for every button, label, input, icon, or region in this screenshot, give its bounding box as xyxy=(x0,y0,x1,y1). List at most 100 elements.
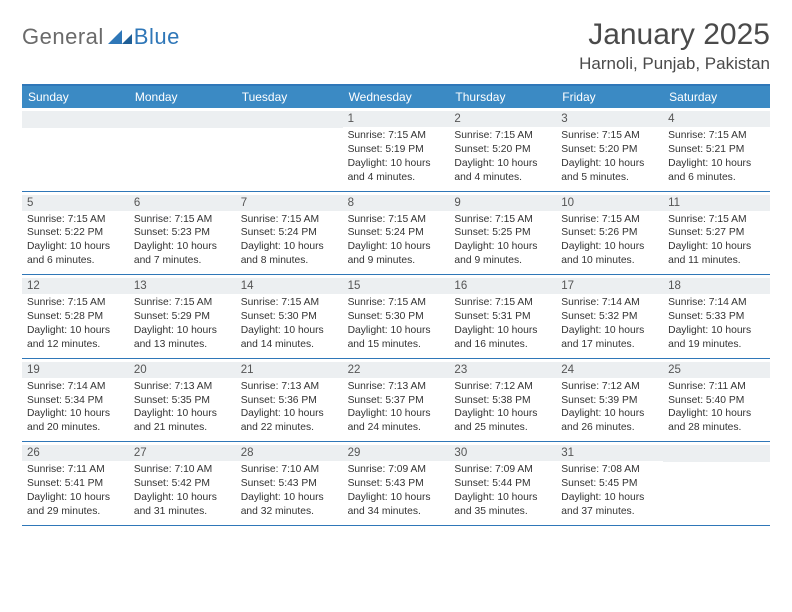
sunrise-text: Sunrise: 7:10 AM xyxy=(134,463,231,477)
day-number: 24 xyxy=(556,362,663,378)
month-title: January 2025 xyxy=(579,18,770,52)
sunset-text: Sunset: 5:40 PM xyxy=(668,394,765,408)
sunset-text: Sunset: 5:30 PM xyxy=(241,310,338,324)
sunset-text: Sunset: 5:20 PM xyxy=(454,143,551,157)
day-info: Sunrise: 7:15 AMSunset: 5:20 PMDaylight:… xyxy=(454,129,551,185)
day-cell: 7Sunrise: 7:15 AMSunset: 5:24 PMDaylight… xyxy=(236,192,343,275)
day-number: 31 xyxy=(556,445,663,461)
sunrise-text: Sunrise: 7:08 AM xyxy=(561,463,658,477)
day-cell: 8Sunrise: 7:15 AMSunset: 5:24 PMDaylight… xyxy=(343,192,450,275)
daylight-text: Daylight: 10 hours and 20 minutes. xyxy=(27,407,124,435)
day-info: Sunrise: 7:14 AMSunset: 5:33 PMDaylight:… xyxy=(668,296,765,352)
sunrise-text: Sunrise: 7:10 AM xyxy=(241,463,338,477)
day-number: 7 xyxy=(236,195,343,211)
day-info: Sunrise: 7:14 AMSunset: 5:34 PMDaylight:… xyxy=(27,380,124,436)
sunrise-text: Sunrise: 7:09 AM xyxy=(454,463,551,477)
day-cell: 24Sunrise: 7:12 AMSunset: 5:39 PMDayligh… xyxy=(556,359,663,442)
day-cell: 19 Sunrise: 7:14 AMSunset: 5:34 PMDayligh… xyxy=(22,359,129,442)
week-row: 26Sunrise: 7:11 AMSunset: 5:41 PMDayligh… xyxy=(22,442,770,526)
day-number: 1 xyxy=(343,111,450,127)
day-number: 19 xyxy=(22,362,129,378)
day-info: Sunrise: 7:11 AMSunset: 5:40 PMDaylight:… xyxy=(668,380,765,436)
sunrise-text: Sunrise: 7:15 AM xyxy=(454,296,551,310)
day-cell: 22Sunrise: 7:13 AMSunset: 5:37 PMDayligh… xyxy=(343,359,450,442)
day-cell: 21 Sunrise: 7:13 AMSunset: 5:36 PMDayligh… xyxy=(236,359,343,442)
day-cell: 31Sunrise: 7:08 AMSunset: 5:45 PMDayligh… xyxy=(556,442,663,525)
sunset-text: Sunset: 5:32 PM xyxy=(561,310,658,324)
daylight-text: Daylight: 10 hours and 25 minutes. xyxy=(454,407,551,435)
daylight-text: Daylight: 10 hours and 31 minutes. xyxy=(134,491,231,519)
day-info: Sunrise: 7:14 AMSunset: 5:32 PMDaylight:… xyxy=(561,296,658,352)
sunrise-text: Sunrise: 7:15 AM xyxy=(668,213,765,227)
sunrise-text: Sunrise: 7:11 AM xyxy=(668,380,765,394)
day-info: Sunrise: 7:15 AMSunset: 5:30 PMDaylight:… xyxy=(348,296,445,352)
day-info: Sunrise: 7:15 AMSunset: 5:20 PMDaylight:… xyxy=(561,129,658,185)
daylight-text: Daylight: 10 hours and 35 minutes. xyxy=(454,491,551,519)
sunrise-text: Sunrise: 7:15 AM xyxy=(454,213,551,227)
day-cell: 20Sunrise: 7:13 AMSunset: 5:35 PMDayligh… xyxy=(129,359,236,442)
day-cell: 11 Sunrise: 7:15 AMSunset: 5:27 PMDayligh… xyxy=(663,192,770,275)
daylight-text: Daylight: 10 hours and 10 minutes. xyxy=(561,240,658,268)
sunset-text: Sunset: 5:44 PM xyxy=(454,477,551,491)
day-cell: 12Sunrise: 7:15 AMSunset: 5:28 PMDayligh… xyxy=(22,275,129,358)
daylight-text: Daylight: 10 hours and 15 minutes. xyxy=(348,324,445,352)
day-info: Sunrise: 7:12 AMSunset: 5:38 PMDaylight:… xyxy=(454,380,551,436)
day-info: Sunrise: 7:15 AMSunset: 5:29 PMDaylight:… xyxy=(134,296,231,352)
day-cell: 1Sunrise: 7:15 AMSunset: 5:19 PMDaylight… xyxy=(343,108,450,191)
daylight-text: Daylight: 10 hours and 4 minutes. xyxy=(454,157,551,185)
day-info: Sunrise: 7:13 AMSunset: 5:36 PMDaylight:… xyxy=(241,380,338,436)
sunset-text: Sunset: 5:31 PM xyxy=(454,310,551,324)
daylight-text: Daylight: 10 hours and 8 minutes. xyxy=(241,240,338,268)
daylight-text: Daylight: 10 hours and 28 minutes. xyxy=(668,407,765,435)
day-info: Sunrise: 7:09 AMSunset: 5:44 PMDaylight:… xyxy=(454,463,551,519)
sunset-text: Sunset: 5:27 PM xyxy=(668,226,765,240)
day-info: Sunrise: 7:15 AMSunset: 5:21 PMDaylight:… xyxy=(668,129,765,185)
day-info: Sunrise: 7:11 AMSunset: 5:41 PMDaylight:… xyxy=(27,463,124,519)
week-row: 5Sunrise: 7:15 AMSunset: 5:22 PMDaylight… xyxy=(22,192,770,276)
day-info: Sunrise: 7:15 AMSunset: 5:26 PMDaylight:… xyxy=(561,213,658,269)
weekday-header: Thursday xyxy=(449,86,556,108)
sunset-text: Sunset: 5:45 PM xyxy=(561,477,658,491)
day-cell xyxy=(236,108,343,191)
day-info: Sunrise: 7:15 AMSunset: 5:22 PMDaylight:… xyxy=(27,213,124,269)
sunrise-text: Sunrise: 7:14 AM xyxy=(27,380,124,394)
day-cell xyxy=(22,108,129,191)
day-cell: 25Sunrise: 7:11 AMSunset: 5:40 PMDayligh… xyxy=(663,359,770,442)
weekday-header: Friday xyxy=(556,86,663,108)
sunset-text: Sunset: 5:35 PM xyxy=(134,394,231,408)
day-number: 29 xyxy=(343,445,450,461)
day-cell: 30 Sunrise: 7:09 AMSunset: 5:44 PMDayligh… xyxy=(449,442,556,525)
day-number: 3 xyxy=(556,111,663,127)
sunrise-text: Sunrise: 7:14 AM xyxy=(668,296,765,310)
daylight-text: Daylight: 10 hours and 13 minutes. xyxy=(134,324,231,352)
week-row: 12Sunrise: 7:15 AMSunset: 5:28 PMDayligh… xyxy=(22,275,770,359)
daylight-text: Daylight: 10 hours and 11 minutes. xyxy=(668,240,765,268)
daylight-text: Daylight: 10 hours and 4 minutes. xyxy=(348,157,445,185)
sunrise-text: Sunrise: 7:12 AM xyxy=(561,380,658,394)
day-number: 16 xyxy=(449,278,556,294)
day-cell: 9Sunrise: 7:15 AMSunset: 5:25 PMDaylight… xyxy=(449,192,556,275)
sunrise-text: Sunrise: 7:15 AM xyxy=(241,296,338,310)
day-number: 9 xyxy=(449,195,556,211)
daylight-text: Daylight: 10 hours and 22 minutes. xyxy=(241,407,338,435)
day-info: Sunrise: 7:15 AMSunset: 5:28 PMDaylight:… xyxy=(27,296,124,352)
daylight-text: Daylight: 10 hours and 5 minutes. xyxy=(561,157,658,185)
day-info: Sunrise: 7:10 AMSunset: 5:42 PMDaylight:… xyxy=(134,463,231,519)
day-number: 17 xyxy=(556,278,663,294)
calendar-page: General Blue January 2025 Harnoli, Punja… xyxy=(0,0,792,536)
day-info: Sunrise: 7:10 AMSunset: 5:43 PMDaylight:… xyxy=(241,463,338,519)
day-number: 28 xyxy=(236,445,343,461)
day-number: 23 xyxy=(449,362,556,378)
daylight-text: Daylight: 10 hours and 14 minutes. xyxy=(241,324,338,352)
day-number: 30 xyxy=(449,445,556,461)
sunset-text: Sunset: 5:25 PM xyxy=(454,226,551,240)
day-number: 21 xyxy=(236,362,343,378)
day-info: Sunrise: 7:15 AMSunset: 5:27 PMDaylight:… xyxy=(668,213,765,269)
sunrise-text: Sunrise: 7:11 AM xyxy=(27,463,124,477)
daylight-text: Daylight: 10 hours and 6 minutes. xyxy=(668,157,765,185)
day-number: 11 xyxy=(663,195,770,211)
day-info: Sunrise: 7:09 AMSunset: 5:43 PMDaylight:… xyxy=(348,463,445,519)
sunrise-text: Sunrise: 7:15 AM xyxy=(241,213,338,227)
sunset-text: Sunset: 5:39 PM xyxy=(561,394,658,408)
sunset-text: Sunset: 5:41 PM xyxy=(27,477,124,491)
